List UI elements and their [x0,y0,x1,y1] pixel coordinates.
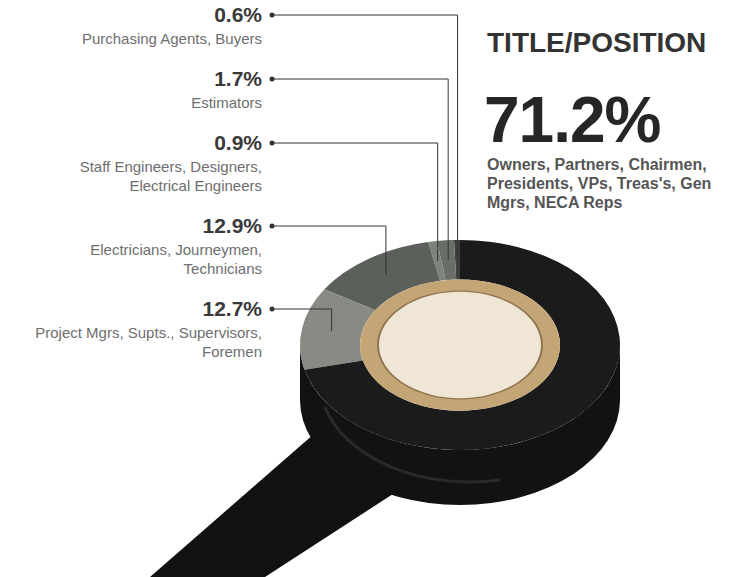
core-edge [378,291,542,399]
chart: TITLE/POSITION 71.2%Owners, Partners, Cha… [0,0,750,577]
core [360,279,560,410]
title: TITLE/POSITION [487,27,706,58]
data-label-value: 0.6% [214,3,262,26]
data-label-category: Staff Engineers, Designers, Electrical En… [80,158,262,194]
data-label-value: 1.7% [214,67,262,90]
label-line: Technicians [184,260,262,277]
leader-line [272,143,438,261]
label-line: Electrical Engineers [129,177,262,194]
label-group: 12.7% Project Mgrs, Supts., Supervisors, F… [35,297,331,360]
label-line: Estimators [191,94,262,111]
data-label-category: Estimators [191,94,262,111]
leader-line [272,309,332,331]
label-line: Mgrs, NECA Reps [487,194,623,211]
core-hole [378,291,542,399]
label-line: Staff Engineers, Designers, [80,158,262,175]
label-line: Project Mgrs, Supts., Supervisors, [35,324,262,341]
roll-face [300,240,620,450]
leader-line [272,15,458,260]
data-label-category: Electricians, Journeymen, Technicians [90,241,262,277]
label-group: 12.9% Electricians, Journeymen, Technician… [90,214,386,277]
label-line: Foremen [202,343,262,360]
data-label-category: Purchasing Agents, Buyers [82,30,262,47]
label-line: Purchasing Agents, Buyers [82,30,262,47]
data-label-value: 12.9% [202,214,262,237]
label-line: Presidents, VPs, Treas's, Gen [487,175,711,192]
data-label-value: 71.2% [484,84,661,156]
data-label-category: Owners, Partners, Chairmen, Presidents, V… [487,156,711,211]
label-group: 0.9% Staff Engineers, Designers, Electrica… [80,131,438,261]
label-line: Electricians, Journeymen, [90,241,262,258]
slice [305,240,620,450]
data-label-value: 12.7% [202,297,262,320]
leader-line [272,226,386,275]
leader-line [272,79,448,260]
label-group: 0.6% Purchasing Agents, Buyers [82,3,458,260]
data-label-value: 0.9% [214,131,262,154]
label-line: Owners, Partners, Chairmen, [487,156,707,173]
data-label-category: Project Mgrs, Supts., Supervisors, Foreme… [35,324,262,360]
